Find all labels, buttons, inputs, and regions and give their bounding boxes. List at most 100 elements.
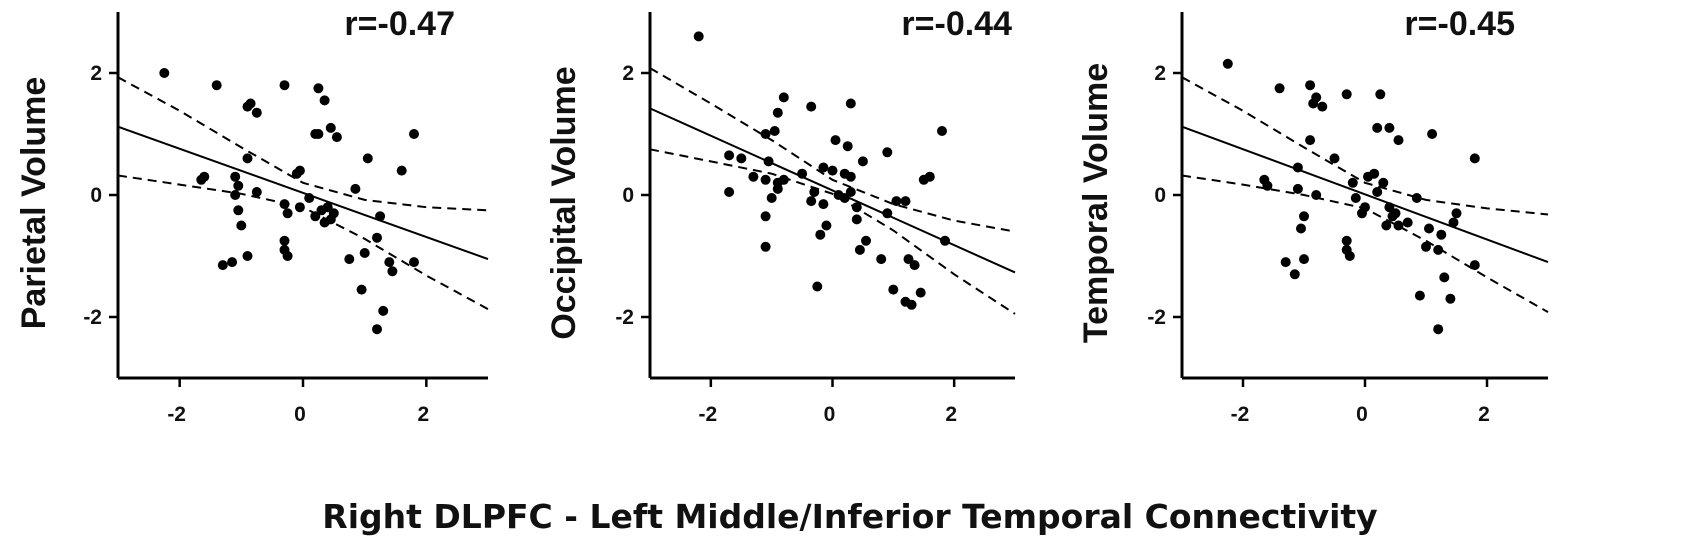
data-point — [760, 211, 771, 222]
data-point — [1433, 324, 1444, 335]
data-point — [736, 153, 747, 164]
data-point — [903, 254, 914, 265]
data-point — [362, 153, 373, 164]
y-tick-label: 2 — [622, 62, 634, 85]
data-point — [845, 187, 856, 197]
data-point — [1341, 89, 1352, 100]
data-point — [1469, 153, 1480, 164]
x-tick-label: 2 — [945, 403, 957, 426]
temporal-panel: -2 0 2 -2 0 2 Temporal Volume r=-0.45 — [1077, 5, 1549, 426]
data-point — [359, 248, 370, 258]
data-point — [1305, 135, 1316, 146]
data-point — [1311, 190, 1322, 200]
data-point — [806, 101, 817, 112]
data-point — [1372, 187, 1383, 197]
data-point — [1393, 220, 1404, 231]
x-tick-label: -2 — [698, 403, 717, 426]
data-point — [279, 235, 290, 246]
data-point — [797, 168, 808, 179]
y-tick-label: 0 — [622, 184, 634, 207]
data-point — [806, 196, 817, 207]
y-tick-label: 0 — [1154, 184, 1166, 207]
data-point — [909, 260, 920, 271]
data-point — [937, 126, 947, 136]
data-point — [1378, 177, 1389, 188]
data-point — [282, 208, 293, 219]
regression-line — [117, 125, 489, 260]
ci-lower-line — [649, 148, 1016, 315]
data-point — [842, 141, 853, 152]
data-point — [1292, 162, 1303, 173]
data-point — [763, 156, 774, 167]
data-point — [1222, 58, 1233, 69]
data-point — [760, 174, 771, 185]
ci-lower-line — [1181, 174, 1549, 313]
data-point — [821, 220, 832, 231]
data-point — [861, 235, 871, 246]
x-tick-label: 0 — [824, 403, 836, 426]
data-point — [1299, 211, 1309, 222]
data-point — [1317, 101, 1328, 112]
data-point — [1433, 244, 1444, 255]
occipital-panel: -2 0 2 -2 0 2 Occipital Volume r=-0.44 — [545, 5, 1016, 426]
data-point — [282, 251, 293, 261]
data-point — [313, 129, 324, 139]
data-point — [199, 171, 210, 182]
data-point — [313, 83, 324, 94]
correlation-annotation: r=-0.45 — [1404, 5, 1515, 43]
data-point — [827, 165, 838, 176]
data-point — [1311, 92, 1322, 103]
data-point — [882, 208, 893, 219]
data-point — [1390, 208, 1401, 219]
data-point — [1451, 208, 1462, 219]
data-point — [854, 244, 865, 255]
data-point — [159, 68, 170, 78]
data-point — [915, 287, 926, 298]
y-tick-label: 2 — [90, 62, 102, 85]
data-point — [325, 122, 336, 133]
ci-upper-line — [117, 76, 489, 212]
data-point — [350, 183, 361, 194]
y-axis-label: Temporal Volume — [1077, 63, 1115, 343]
data-point — [279, 199, 290, 210]
data-point — [1299, 254, 1309, 265]
ci-lower-line — [117, 174, 489, 310]
data-point — [1411, 193, 1422, 203]
data-point — [772, 183, 783, 194]
data-point — [1427, 129, 1438, 139]
data-point — [724, 187, 735, 197]
data-point — [1274, 83, 1285, 94]
data-point — [940, 235, 950, 246]
data-point — [1439, 272, 1450, 283]
data-point — [409, 129, 419, 139]
ci-upper-line — [1181, 76, 1549, 216]
data-point — [857, 156, 868, 167]
data-point — [304, 193, 315, 203]
x-tick-label: 0 — [294, 403, 306, 426]
data-point — [384, 257, 395, 268]
data-point — [818, 162, 829, 173]
data-point — [1421, 241, 1431, 252]
y-tick-label: -2 — [615, 306, 634, 329]
data-point — [319, 95, 330, 106]
correlation-annotation: r=-0.44 — [901, 5, 1012, 43]
data-point — [233, 180, 244, 191]
data-point — [1292, 183, 1303, 194]
data-point — [1384, 122, 1395, 133]
data-point — [1381, 220, 1392, 231]
data-point — [236, 220, 247, 231]
data-point — [242, 251, 253, 261]
data-point — [217, 260, 228, 271]
data-point — [830, 135, 841, 146]
y-axis-label: Occipital Volume — [545, 66, 583, 339]
data-point — [344, 254, 355, 265]
data-point — [322, 202, 333, 213]
y-tick-label: -2 — [83, 306, 102, 329]
data-point — [230, 171, 241, 182]
data-point — [1414, 290, 1425, 301]
x-tick-label: 0 — [1356, 403, 1368, 426]
data-point — [1384, 202, 1395, 213]
data-point — [845, 98, 856, 109]
data-point — [396, 165, 407, 176]
